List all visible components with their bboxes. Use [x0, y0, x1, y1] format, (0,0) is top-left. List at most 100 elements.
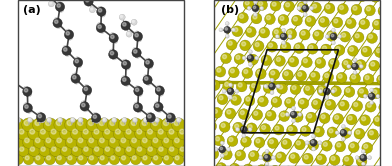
Circle shape — [83, 107, 86, 109]
Circle shape — [285, 113, 289, 117]
Circle shape — [110, 51, 114, 55]
Circle shape — [87, 136, 99, 148]
Circle shape — [178, 145, 190, 157]
Circle shape — [363, 48, 367, 52]
Circle shape — [47, 156, 51, 160]
Circle shape — [217, 68, 221, 72]
Circle shape — [209, 80, 220, 90]
Circle shape — [351, 4, 362, 15]
Circle shape — [155, 118, 157, 120]
Circle shape — [97, 22, 103, 28]
Circle shape — [286, 29, 297, 39]
Circle shape — [82, 103, 85, 107]
Circle shape — [319, 89, 323, 93]
Circle shape — [352, 101, 363, 111]
Circle shape — [307, 43, 318, 54]
Circle shape — [277, 85, 279, 86]
Circle shape — [355, 156, 359, 160]
Circle shape — [135, 103, 137, 105]
Circle shape — [125, 82, 127, 84]
Circle shape — [143, 75, 152, 84]
Circle shape — [149, 117, 155, 123]
Circle shape — [122, 75, 127, 81]
Circle shape — [340, 129, 347, 136]
Circle shape — [204, 93, 214, 104]
Circle shape — [358, 87, 368, 98]
Circle shape — [81, 127, 94, 140]
Circle shape — [108, 136, 120, 148]
Circle shape — [176, 118, 181, 123]
Circle shape — [47, 118, 52, 123]
Circle shape — [82, 85, 92, 95]
Circle shape — [111, 34, 113, 36]
Circle shape — [27, 92, 29, 94]
Circle shape — [65, 136, 78, 148]
Circle shape — [309, 45, 313, 49]
Circle shape — [291, 112, 294, 115]
Circle shape — [221, 149, 232, 160]
Circle shape — [303, 13, 307, 17]
Circle shape — [347, 20, 351, 24]
Circle shape — [260, 98, 263, 102]
Circle shape — [325, 84, 327, 85]
Circle shape — [376, 49, 380, 53]
Circle shape — [83, 85, 89, 91]
Circle shape — [216, 137, 220, 141]
Circle shape — [338, 74, 342, 78]
Circle shape — [348, 131, 350, 133]
Circle shape — [346, 114, 357, 125]
Circle shape — [99, 120, 104, 125]
Circle shape — [244, 95, 255, 106]
Circle shape — [164, 138, 169, 143]
Circle shape — [251, 13, 262, 24]
Circle shape — [367, 103, 371, 107]
Circle shape — [221, 123, 225, 127]
Circle shape — [226, 22, 227, 24]
Circle shape — [254, 1, 256, 2]
Circle shape — [339, 5, 343, 10]
Circle shape — [381, 104, 385, 108]
Circle shape — [71, 74, 80, 83]
Circle shape — [60, 145, 72, 157]
Circle shape — [312, 99, 322, 109]
Circle shape — [372, 19, 383, 30]
Circle shape — [264, 153, 268, 157]
Circle shape — [10, 77, 16, 83]
Circle shape — [244, 70, 248, 74]
Circle shape — [52, 147, 56, 151]
Circle shape — [353, 6, 357, 10]
Circle shape — [305, 16, 316, 27]
Circle shape — [125, 145, 136, 157]
Circle shape — [18, 145, 29, 157]
Circle shape — [362, 163, 363, 164]
Circle shape — [238, 83, 242, 87]
Circle shape — [30, 147, 34, 151]
Circle shape — [170, 118, 172, 121]
Circle shape — [27, 108, 29, 111]
Circle shape — [353, 58, 357, 62]
Circle shape — [125, 65, 127, 67]
Circle shape — [99, 27, 105, 33]
Circle shape — [109, 154, 120, 165]
Circle shape — [276, 57, 280, 61]
Circle shape — [17, 118, 18, 120]
Circle shape — [82, 145, 93, 157]
Circle shape — [110, 120, 115, 125]
Circle shape — [281, 113, 285, 117]
Circle shape — [377, 74, 387, 85]
Circle shape — [123, 23, 126, 26]
Circle shape — [66, 154, 77, 165]
Circle shape — [180, 129, 185, 134]
Circle shape — [281, 34, 284, 37]
Circle shape — [13, 154, 23, 165]
Circle shape — [58, 118, 63, 123]
Circle shape — [175, 156, 179, 160]
Circle shape — [142, 120, 147, 125]
Circle shape — [277, 83, 287, 94]
Circle shape — [35, 138, 40, 143]
Circle shape — [260, 124, 270, 134]
Circle shape — [368, 93, 375, 100]
Circle shape — [256, 57, 257, 58]
Circle shape — [365, 101, 376, 112]
Circle shape — [362, 150, 363, 152]
